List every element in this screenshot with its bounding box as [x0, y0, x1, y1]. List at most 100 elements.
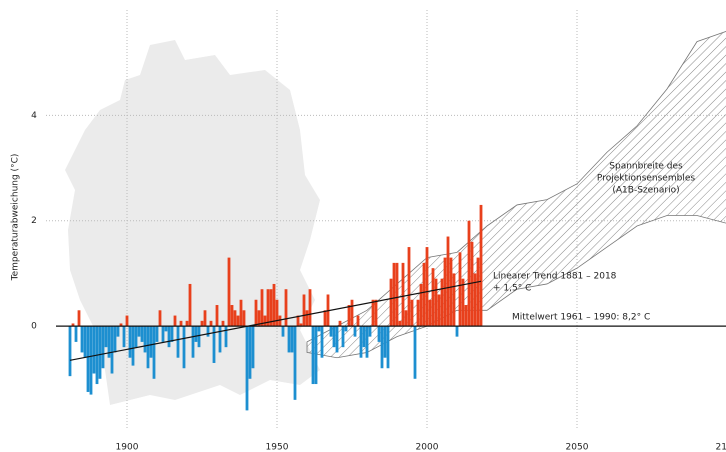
- bar: [77, 310, 81, 327]
- bar: [287, 326, 291, 353]
- bar: [125, 315, 129, 327]
- bar: [131, 326, 135, 366]
- bar: [380, 326, 384, 369]
- bar: [344, 326, 348, 332]
- bar: [383, 326, 387, 358]
- bar: [305, 310, 309, 327]
- bar: [458, 252, 462, 327]
- bar: [356, 315, 360, 327]
- bar: [128, 326, 132, 358]
- x-tick-label: 2100: [716, 443, 726, 452]
- bar: [425, 247, 429, 327]
- bar: [92, 326, 96, 374]
- bar: [230, 305, 234, 327]
- bar: [221, 320, 225, 327]
- bar: [269, 289, 273, 327]
- bar: [272, 283, 276, 327]
- y-tick-label: 4: [31, 111, 37, 121]
- x-tick-label: 2000: [416, 443, 439, 452]
- bar: [179, 320, 183, 327]
- bar: [251, 326, 255, 369]
- bar: [410, 299, 414, 327]
- bar: [467, 220, 471, 327]
- bar: [398, 320, 402, 327]
- bar: [113, 326, 117, 353]
- bar: [419, 283, 423, 327]
- trend-label: Linearer Trend 1881 – 2018: [493, 272, 617, 282]
- projection-label: Projektionsensembles: [597, 174, 695, 184]
- bar: [155, 326, 159, 342]
- bar: [173, 315, 177, 327]
- bar: [461, 278, 465, 327]
- bar: [332, 326, 336, 348]
- bar: [374, 299, 378, 327]
- bar: [83, 326, 87, 358]
- bar: [392, 262, 396, 327]
- bar: [386, 326, 390, 369]
- bar: [449, 257, 453, 327]
- bar: [134, 326, 138, 348]
- bar: [464, 305, 468, 327]
- bar: [266, 289, 270, 327]
- bar: [248, 326, 252, 379]
- bar: [473, 273, 477, 327]
- bar: [143, 326, 147, 353]
- y-axis-label: Temperaturabweichung (°C): [11, 154, 21, 282]
- mean-label: Mittelwert 1961 – 1990: 8,2° C: [512, 313, 650, 323]
- bar: [281, 326, 285, 337]
- bar: [149, 326, 153, 358]
- bar: [170, 326, 174, 342]
- bar: [299, 323, 303, 327]
- bar: [329, 326, 333, 337]
- bar: [341, 326, 345, 348]
- bar: [335, 326, 339, 353]
- bar: [80, 326, 84, 353]
- bar: [194, 326, 198, 342]
- bar: [446, 236, 450, 327]
- bar: [455, 326, 459, 337]
- bar: [452, 273, 456, 327]
- bar: [317, 326, 321, 332]
- bar: [404, 310, 408, 327]
- bar: [440, 278, 444, 327]
- bar: [110, 326, 114, 374]
- bar: [257, 310, 261, 327]
- bar: [365, 326, 369, 358]
- bar: [164, 326, 168, 332]
- bar: [158, 310, 162, 327]
- bar: [434, 278, 438, 327]
- bar: [362, 326, 366, 348]
- bar: [152, 326, 156, 379]
- bar: [239, 299, 243, 327]
- bar: [236, 315, 240, 327]
- bar: [176, 326, 180, 358]
- bar: [377, 326, 381, 342]
- bar: [296, 315, 300, 327]
- bar: [422, 262, 426, 327]
- bar: [197, 326, 201, 348]
- bar: [224, 326, 228, 348]
- bar: [389, 278, 393, 327]
- bar: [137, 326, 141, 337]
- bar: [104, 326, 108, 348]
- bar: [323, 310, 327, 327]
- bar: [437, 294, 441, 327]
- bar: [263, 315, 267, 327]
- projection-label: (A1B-Szenario): [612, 186, 679, 196]
- bar: [218, 326, 222, 353]
- bar: [68, 326, 72, 377]
- bar: [245, 326, 249, 411]
- bar: [290, 326, 294, 353]
- bar: [311, 326, 315, 385]
- bar: [359, 326, 363, 358]
- bar: [371, 299, 375, 327]
- bar: [320, 326, 324, 358]
- bar: [101, 326, 105, 369]
- bar: [278, 315, 282, 327]
- bar: [407, 247, 411, 327]
- bar: [416, 299, 420, 327]
- y-tick-label: 2: [31, 216, 37, 226]
- bar: [206, 326, 210, 337]
- bar: [167, 326, 171, 348]
